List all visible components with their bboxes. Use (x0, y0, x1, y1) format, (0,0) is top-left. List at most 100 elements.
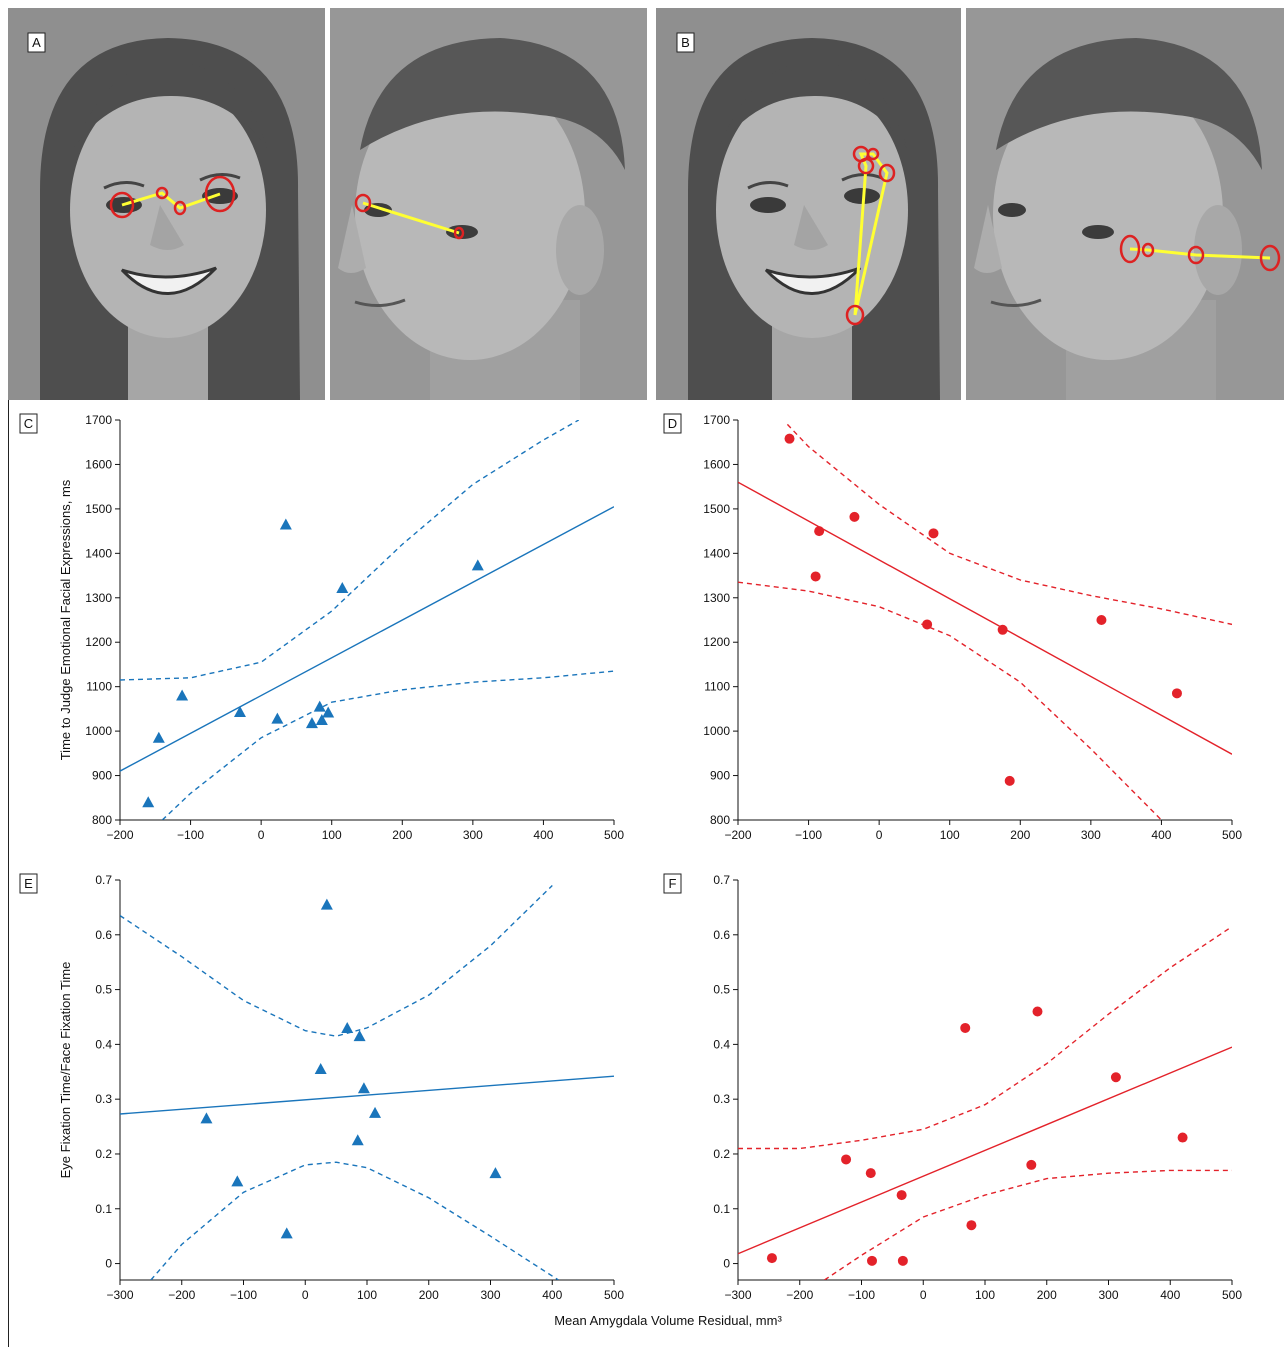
scanpath-a-woman (109, 175, 236, 219)
x-tick-label: 400 (542, 1288, 562, 1302)
y-tick-label: 0.4 (95, 1037, 112, 1051)
x-tick-label: 300 (463, 828, 483, 842)
y-tick-label: 1200 (703, 635, 730, 649)
x-tick-label: 100 (357, 1288, 377, 1302)
y-tick-label: 0.2 (713, 1147, 730, 1161)
data-point-triangle (322, 706, 335, 718)
regression-line (738, 481, 1232, 755)
y-tick-label: 1400 (703, 546, 730, 560)
data-point-triangle (279, 518, 292, 530)
data-point-circle (849, 511, 860, 522)
x-tick-label: −200 (168, 1288, 195, 1302)
photo-b-woman (656, 8, 961, 400)
chart-panel-f: 0 0.1 0.2 0.3 0.4 0.5 0.6 0.7 −300 −200 −100 0 100 20… (713, 873, 1242, 1302)
svg-text:B: B (681, 35, 690, 50)
x-tick-label: 300 (480, 1288, 500, 1302)
y-tick-label: 1200 (85, 635, 112, 649)
x-tick-label: 400 (1160, 1288, 1180, 1302)
scanpath-a-man (354, 193, 465, 240)
x-tick-label: 0 (876, 828, 883, 842)
x-tick-label: 400 (1151, 828, 1171, 842)
photo-a-woman (8, 8, 325, 400)
y-tick-label: 1700 (703, 413, 730, 427)
y-tick-label: 900 (710, 769, 730, 783)
y-axis-title-bottom: Eye Fixation Time/Face Fixation Time (58, 962, 73, 1179)
y-axis-title-top: Time to Judge Emotional Facial Expressio… (58, 479, 73, 760)
x-tick-label: 200 (1037, 1288, 1057, 1302)
data-point-circle (766, 1253, 777, 1264)
y-tick-label: 0.1 (713, 1202, 730, 1216)
y-tick-label: 0 (105, 1257, 112, 1271)
y-tick-label: 0.4 (713, 1037, 730, 1051)
ci-upper-line (120, 420, 580, 681)
y-tick-label: 800 (92, 813, 112, 827)
data-point-circle (997, 624, 1008, 635)
ci-upper-line (786, 423, 1232, 626)
x-tick-label: 200 (1010, 828, 1030, 842)
data-point-triangle (231, 1175, 244, 1187)
ci-lower-line (738, 581, 1162, 820)
x-tick-label: 100 (940, 828, 960, 842)
x-tick-label: 0 (258, 828, 265, 842)
data-point-circle (1110, 1072, 1121, 1083)
scanpath-b-man (1119, 234, 1281, 272)
data-point-circle (922, 619, 933, 630)
x-tick-label: −200 (106, 828, 133, 842)
data-point-triangle (369, 1106, 382, 1118)
data-point-triangle (152, 731, 165, 743)
photo-a-man (330, 8, 647, 400)
x-axis-title: Mean Amygdala Volume Residual, mm³ (554, 1313, 782, 1328)
x-tick-label: −100 (177, 828, 204, 842)
data-point-circle (966, 1220, 977, 1231)
y-tick-label: 1500 (85, 502, 112, 516)
data-point-circle (1004, 775, 1015, 786)
data-point-circle (866, 1255, 877, 1266)
data-point-triangle (142, 796, 155, 808)
data-point-circle (897, 1255, 908, 1266)
y-tick-label: 0.7 (95, 873, 112, 887)
panel-label-d: D (663, 413, 682, 434)
x-tick-label: 400 (533, 828, 553, 842)
regression-line (120, 506, 614, 772)
regression-line (120, 1075, 614, 1115)
chart-panel-e: 0 0.1 0.2 0.3 0.4 0.5 0.6 0.7 −300 −200 −100 0 100 20… (95, 873, 624, 1302)
y-tick-label: 1500 (703, 502, 730, 516)
ci-lower-line (150, 1161, 559, 1280)
x-tick-label: −300 (106, 1288, 133, 1302)
panel-label-b: B (676, 32, 695, 53)
x-tick-label: 200 (392, 828, 412, 842)
y-tick-label: 900 (92, 769, 112, 783)
panel-label-f: F (663, 873, 682, 894)
x-tick-label: 500 (1222, 1288, 1242, 1302)
ci-lower-line (161, 670, 614, 820)
y-tick-label: 1100 (704, 680, 730, 694)
y-tick-label: 0.7 (713, 873, 730, 887)
panel-label-a: A (27, 32, 46, 53)
panel-label-e: E (19, 873, 38, 894)
svg-text:A: A (32, 35, 41, 50)
y-tick-label: 1600 (703, 457, 730, 471)
data-point-circle (1177, 1132, 1188, 1143)
y-tick-label: 0.1 (95, 1202, 112, 1216)
ci-upper-line (738, 926, 1232, 1150)
data-point-triangle (353, 1030, 366, 1042)
data-point-triangle (471, 559, 484, 571)
y-tick-label: 0.5 (713, 983, 730, 997)
y-tick-label: 0.3 (713, 1092, 730, 1106)
data-point-triangle (305, 717, 318, 729)
svg-text:C: C (24, 416, 33, 431)
x-tick-label: 100 (322, 828, 342, 842)
svg-text:E: E (24, 876, 33, 891)
chart-panel-d: 80090010001100120013001400150016001700−2… (703, 413, 1242, 842)
data-point-triangle (233, 706, 246, 717)
data-point-circle (784, 433, 795, 444)
x-tick-label: 200 (419, 1288, 439, 1302)
svg-text:F: F (669, 876, 677, 891)
data-point-circle (841, 1154, 852, 1165)
ci-upper-line (120, 884, 553, 1037)
x-tick-label: −100 (848, 1288, 875, 1302)
y-tick-label: 800 (710, 813, 730, 827)
y-tick-label: 1000 (703, 724, 730, 738)
y-tick-label: 1600 (85, 457, 112, 471)
